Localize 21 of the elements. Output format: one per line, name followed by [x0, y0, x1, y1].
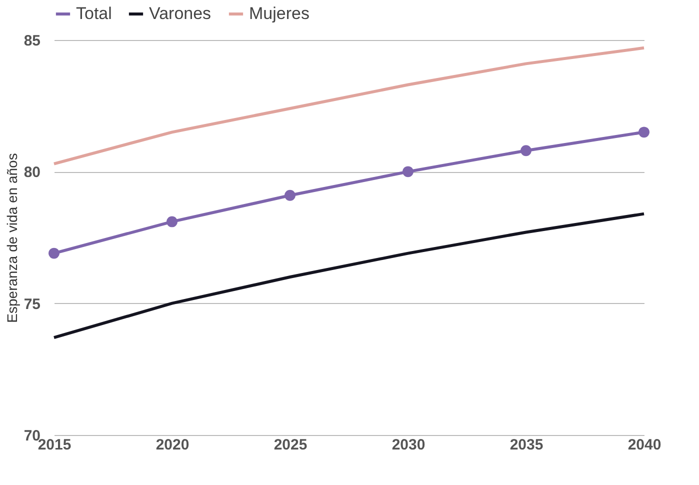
x-tick-label: 2030 — [392, 436, 426, 454]
x-tick-label: 2035 — [510, 436, 544, 454]
y-tick-label: 70 — [24, 428, 40, 444]
point — [638, 126, 650, 138]
y-tick-label: 75 — [24, 296, 40, 313]
legend-label: Mujeres — [249, 4, 310, 23]
point — [166, 216, 178, 228]
point — [284, 190, 296, 201]
point — [48, 248, 60, 259]
y-tick-label: 85 — [24, 32, 40, 50]
y-tick-label: 80 — [24, 164, 40, 182]
point — [402, 166, 414, 178]
line-series — [52, 46, 646, 166]
legend-label: Total — [76, 4, 112, 23]
legend-label: Varones — [149, 4, 212, 23]
x-tick-label: 2025 — [274, 436, 308, 454]
x-tick-label: 2040 — [628, 436, 662, 454]
point — [520, 145, 532, 156]
y-axis-title: Esperanza de vida en años — [4, 153, 20, 323]
line-series — [52, 212, 646, 340]
x-tick-label: 2020 — [156, 436, 190, 454]
